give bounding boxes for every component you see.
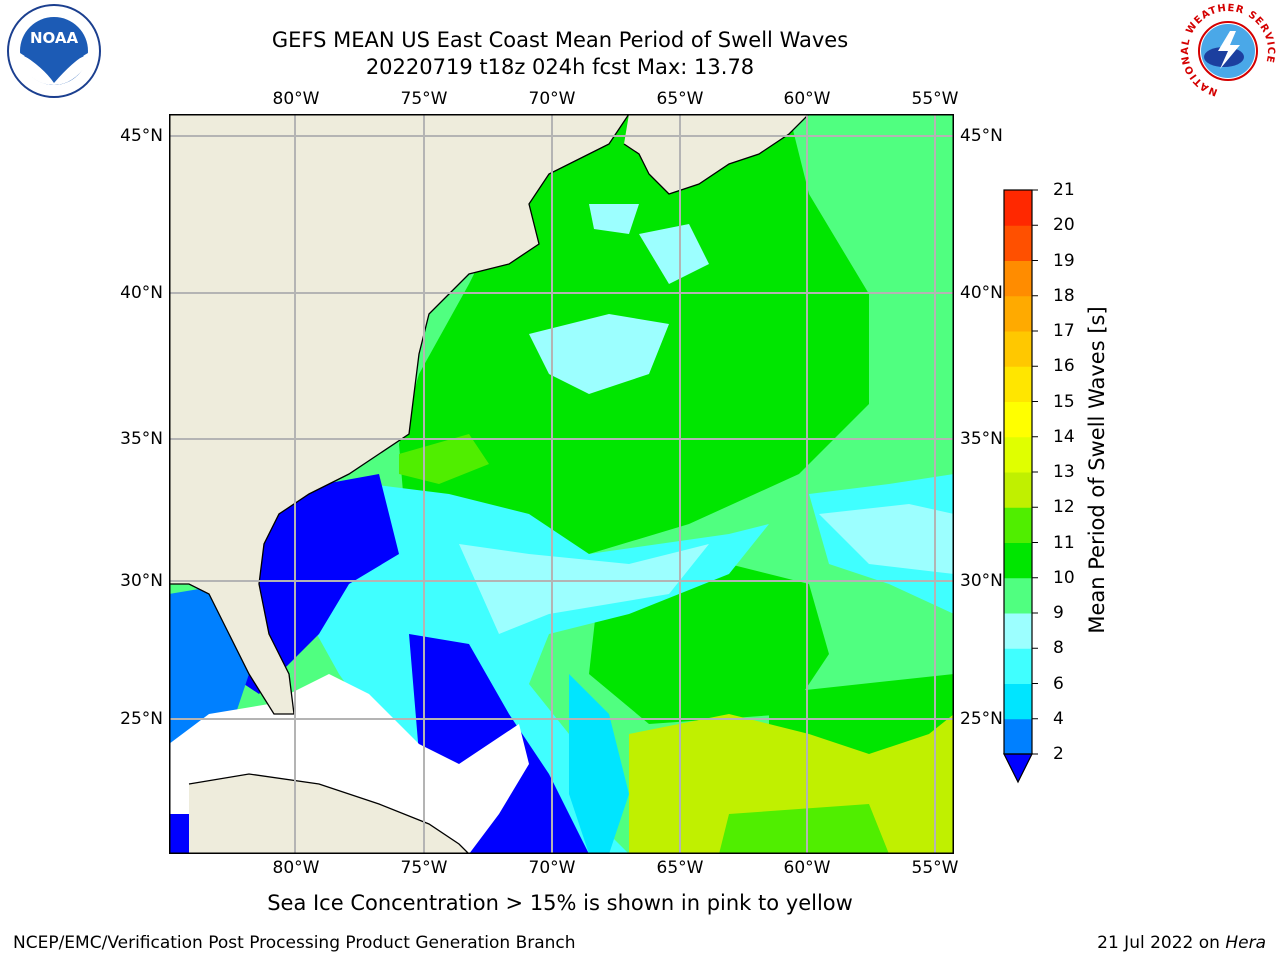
colorbar-extend-triangle bbox=[1003, 753, 1033, 784]
lat-label-left: 35°N bbox=[120, 429, 163, 449]
lon-label-bottom: 70°W bbox=[528, 858, 576, 878]
colorbar-segment bbox=[1004, 648, 1032, 684]
period-contour bbox=[719, 804, 889, 854]
lon-label-top: 55°W bbox=[911, 89, 959, 109]
lat-label-right: 40°N bbox=[960, 283, 1003, 303]
nws-logo: NATIONAL WEATHER SERVICE bbox=[1180, 3, 1275, 97]
colorbar-tick-label: 4 bbox=[1053, 708, 1064, 729]
colorbar-segment bbox=[1004, 260, 1032, 297]
lat-label-right: 25°N bbox=[960, 709, 1003, 729]
colorbar-segment bbox=[1004, 507, 1032, 543]
colorbar-segment bbox=[1004, 331, 1032, 367]
lon-label-bottom: 80°W bbox=[272, 858, 320, 878]
colorbar-tick-label: 2 bbox=[1053, 744, 1064, 764]
footer-host: Hera bbox=[1225, 933, 1266, 953]
colorbar-tick-label: 8 bbox=[1053, 638, 1064, 659]
graticule bbox=[169, 114, 954, 854]
colorbar-tick-label: 16 bbox=[1053, 356, 1075, 377]
lat-label-left: 40°N bbox=[120, 283, 163, 303]
land-canada bbox=[624, 114, 809, 194]
lon-label-bottom: 75°W bbox=[400, 858, 448, 878]
colorbar-tick-label: 20 bbox=[1053, 215, 1075, 236]
colorbar-segment bbox=[1004, 225, 1032, 261]
colorbar-tick-label: 21 bbox=[1053, 180, 1075, 200]
colorbar-segment bbox=[1004, 401, 1032, 438]
colorbar-tick-label: 17 bbox=[1053, 321, 1075, 341]
colorbar-tick-label: 13 bbox=[1053, 462, 1075, 482]
land-cuba bbox=[189, 774, 469, 854]
colorbar-tick-label: 18 bbox=[1053, 285, 1075, 306]
colorbar-segment bbox=[1004, 295, 1032, 332]
period-contour bbox=[399, 434, 489, 484]
colorbar-segment bbox=[1004, 577, 1032, 614]
period-contour bbox=[639, 224, 709, 284]
colorbar-tick-label: 19 bbox=[1053, 250, 1075, 271]
lat-label-left: 45°N bbox=[120, 126, 163, 146]
colorbar-tick-label: 14 bbox=[1053, 426, 1075, 447]
period-contour bbox=[459, 544, 709, 634]
colorbar bbox=[1003, 189, 1038, 784]
lon-label-top: 65°W bbox=[656, 89, 704, 109]
map-frame bbox=[169, 114, 954, 854]
colorbar-segment bbox=[1004, 683, 1032, 720]
colorbar-tick-label: 6 bbox=[1053, 673, 1064, 694]
lon-label-top: 70°W bbox=[528, 89, 576, 109]
colorbar-segment bbox=[1004, 472, 1032, 508]
chart-title: GEFS MEAN US East Coast Mean Period of S… bbox=[271, 28, 849, 52]
lat-label-right: 45°N bbox=[960, 126, 1003, 146]
footer-date: 21 Jul 2022 on Hera bbox=[1097, 933, 1266, 953]
chart-subtitle: 20220719 t18z 024h fcst Max: 13.78 bbox=[365, 55, 755, 79]
colorbar-segment bbox=[1004, 542, 1032, 579]
footer-date-text: 21 Jul 2022 on bbox=[1097, 933, 1220, 953]
sea-ice-note: Sea Ice Concentration > 15% is shown in … bbox=[267, 891, 853, 915]
period-contour bbox=[589, 204, 639, 234]
coastline bbox=[169, 114, 630, 715]
colorbar-tick-label: 11 bbox=[1053, 532, 1075, 553]
colorbar-segment bbox=[1004, 613, 1032, 649]
lat-label-right: 35°N bbox=[960, 429, 1003, 449]
colorbar-segment bbox=[1004, 190, 1032, 226]
land-us bbox=[169, 114, 629, 714]
lon-label-top: 80°W bbox=[272, 89, 320, 109]
lat-label-right: 30°N bbox=[960, 571, 1003, 591]
colorbar-tick-label: 10 bbox=[1053, 567, 1075, 588]
colorbar-tick-label: 9 bbox=[1053, 603, 1064, 623]
noaa-logo-text: NOAA bbox=[30, 29, 79, 47]
lon-label-top: 75°W bbox=[400, 89, 448, 109]
noaa-logo: NOAA bbox=[7, 4, 101, 98]
lon-label-top: 60°W bbox=[783, 89, 831, 109]
colorbar-segment bbox=[1004, 436, 1032, 473]
lon-label-bottom: 60°W bbox=[783, 858, 831, 878]
colorbar-tick-label: 12 bbox=[1053, 497, 1075, 518]
footer-branch: NCEP/EMC/Verification Post Processing Pr… bbox=[13, 933, 576, 953]
lon-label-bottom: 65°W bbox=[656, 858, 704, 878]
period-contour bbox=[819, 504, 954, 574]
map-plot bbox=[169, 114, 954, 854]
lat-label-left: 30°N bbox=[120, 571, 163, 591]
coastline bbox=[623, 114, 810, 195]
colorbar-segment bbox=[1004, 718, 1032, 755]
period-contour bbox=[529, 314, 669, 394]
colorbar-tick-label: 15 bbox=[1053, 391, 1075, 412]
coastline bbox=[188, 773, 470, 854]
colorbar-segment bbox=[1004, 366, 1032, 402]
colorbar-label: Mean Period of Swell Waves [s] bbox=[1085, 306, 1109, 634]
lon-label-bottom: 55°W bbox=[911, 858, 959, 878]
lat-label-left: 25°N bbox=[120, 709, 163, 729]
